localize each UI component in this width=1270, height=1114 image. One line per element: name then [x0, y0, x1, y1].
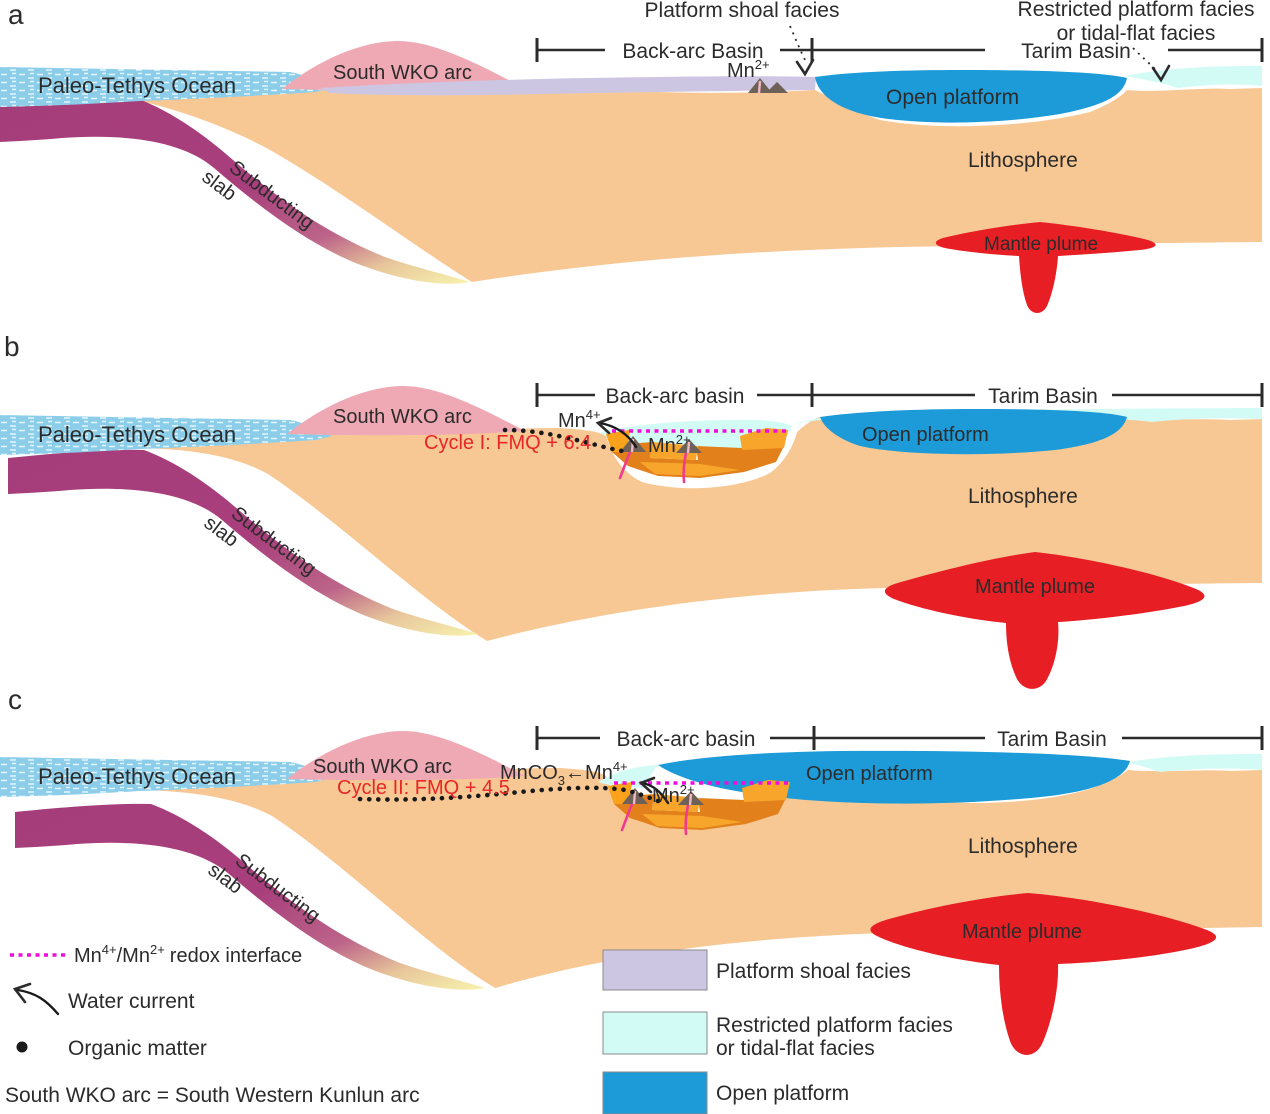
mantle-plume-c: [870, 893, 1217, 1055]
mantle-plume-b: [884, 552, 1205, 689]
water-current-arrow-c: [641, 781, 670, 805]
water-current-icon: [16, 988, 60, 1016]
open-platform-label-b: Open platform: [862, 424, 989, 446]
cycle-label-b: Cycle I: FMQ + 6.4: [424, 432, 591, 454]
legend-swatch-restricted: [602, 1011, 708, 1055]
bracket-tarim-label-a: Tarim Basin: [1021, 40, 1131, 63]
callout-restricted-line2: or tidal-flat facies: [1057, 22, 1216, 45]
lithosphere-label-b: Lithosphere: [968, 485, 1078, 508]
hydrothermal-vents-a: [748, 78, 788, 94]
callout-restricted-line1: Restricted platform facies: [1018, 0, 1255, 21]
open-platform-a: [815, 70, 1127, 123]
leader-restricted: [1132, 47, 1157, 71]
panel-label-c: c: [8, 684, 22, 715]
panel-b: Back-arc basin Tarim Basin b Paleo-Tethy…: [0, 331, 1264, 689]
water-current-label: Water current: [68, 990, 195, 1013]
panel-c: Back-arc basin Tarim Basin c Paleo-Tethy…: [0, 684, 1264, 1055]
legend-label-restricted-line1: Restricted platform facies: [716, 1014, 953, 1037]
arc-label-c: South WKO arc: [313, 756, 452, 778]
svg-text:Subducting: Subducting: [227, 502, 320, 580]
callout-platform-shoal: Platform shoal facies: [645, 0, 840, 22]
mantle-plume-label-b: Mantle plume: [975, 576, 1095, 598]
panel-label-b: b: [4, 331, 20, 362]
restricted-facies-band-b: [788, 408, 1262, 425]
leader-arrowhead-restricted: [1151, 64, 1171, 83]
open-platform-label-a: Open platform: [886, 86, 1019, 109]
bracket-tarim-label-b: Tarim Basin: [988, 385, 1098, 408]
bracket-tarim-label-c: Tarim Basin: [997, 728, 1107, 751]
organic-matter-trail-c: [357, 785, 661, 804]
ocean-label-b: Paleo-Tethys Ocean: [38, 422, 236, 447]
legend-label-open-platform: Open platform: [716, 1082, 849, 1105]
mnco3-mn4-label-c: MnCO3←Mn4+: [500, 759, 628, 788]
basin-brackets-c: Back-arc basin Tarim Basin: [535, 726, 1264, 751]
open-platform-label-c: Open platform: [806, 763, 933, 785]
abbreviation-note: South WKO arc = South Western Kunlun arc: [5, 1084, 420, 1107]
bracket-backarc-label-c: Back-arc basin: [617, 728, 756, 751]
bracket-backarc-label-a: Back-arc Basin: [622, 40, 763, 63]
restricted-facies-band-a: [1125, 66, 1262, 88]
leader-arrowhead-shoal: [795, 58, 815, 77]
platform-shoal-band-a: [320, 76, 816, 96]
lithosphere-label-c: Lithosphere: [968, 835, 1078, 858]
arc-label-b: South WKO arc: [333, 406, 472, 428]
organic-matter-trail-b: [502, 427, 631, 455]
svg-text:Subducting: Subducting: [231, 849, 324, 927]
basin-brackets-b: Back-arc basin Tarim Basin: [535, 383, 1264, 408]
legend-swatch-open-platform: [602, 1071, 708, 1114]
cycle-label-c: Cycle II: FMQ + 4.5: [337, 777, 510, 799]
leader-platform-shoal: [789, 25, 807, 63]
lithosphere-c: [140, 768, 1262, 988]
redox-interface-label: Mn4+/Mn2+ redox interface: [74, 942, 302, 967]
water-current-arrowhead-c: [638, 776, 656, 794]
mantle-plume-a: [935, 222, 1156, 314]
mantle-plume-label-a: Mantle plume: [984, 234, 1098, 255]
panel-a: Back-arc Basin Tarim Basin Platform shoa…: [0, 0, 1264, 314]
legend-label-restricted-line2: or tidal-flat facies: [716, 1037, 875, 1060]
legend-label-platform-shoal: Platform shoal facies: [716, 960, 911, 983]
ocean-label-a: Paleo-Tethys Ocean: [38, 73, 236, 98]
mn4-label-b: Mn4+: [558, 407, 601, 432]
legend-left: Mn4+/Mn2+ redox interface Water current O…: [5, 942, 420, 1107]
mn2-label-c: Mn2+: [652, 782, 695, 807]
restricted-facies-band-c: [1128, 754, 1262, 772]
water-current-arrowhead-b: [595, 416, 613, 435]
arc-label-a: South WKO arc: [333, 62, 472, 84]
water-current-icon-head: [12, 982, 32, 1004]
legend-right: Platform shoal facies Restricted platfor…: [602, 949, 953, 1114]
panel-label-a: a: [8, 0, 24, 30]
mn2-label-b: Mn2+: [648, 432, 691, 457]
ocean-label-c: Paleo-Tethys Ocean: [38, 764, 236, 789]
water-current-arrow-b: [598, 421, 638, 449]
bracket-backarc-label-b: Back-arc basin: [606, 385, 745, 408]
legend-swatch-platform-shoal: [602, 949, 708, 991]
open-platform-b: [820, 409, 1127, 455]
organic-matter-icon: [16, 1041, 28, 1053]
basin-brackets-a: Back-arc Basin Tarim Basin: [535, 38, 1264, 63]
mn2-label-a: Mn2+: [727, 57, 770, 82]
mantle-plume-label-c: Mantle plume: [962, 921, 1082, 943]
lithosphere-label-a: Lithosphere: [968, 149, 1078, 172]
organic-matter-label: Organic matter: [68, 1037, 207, 1060]
